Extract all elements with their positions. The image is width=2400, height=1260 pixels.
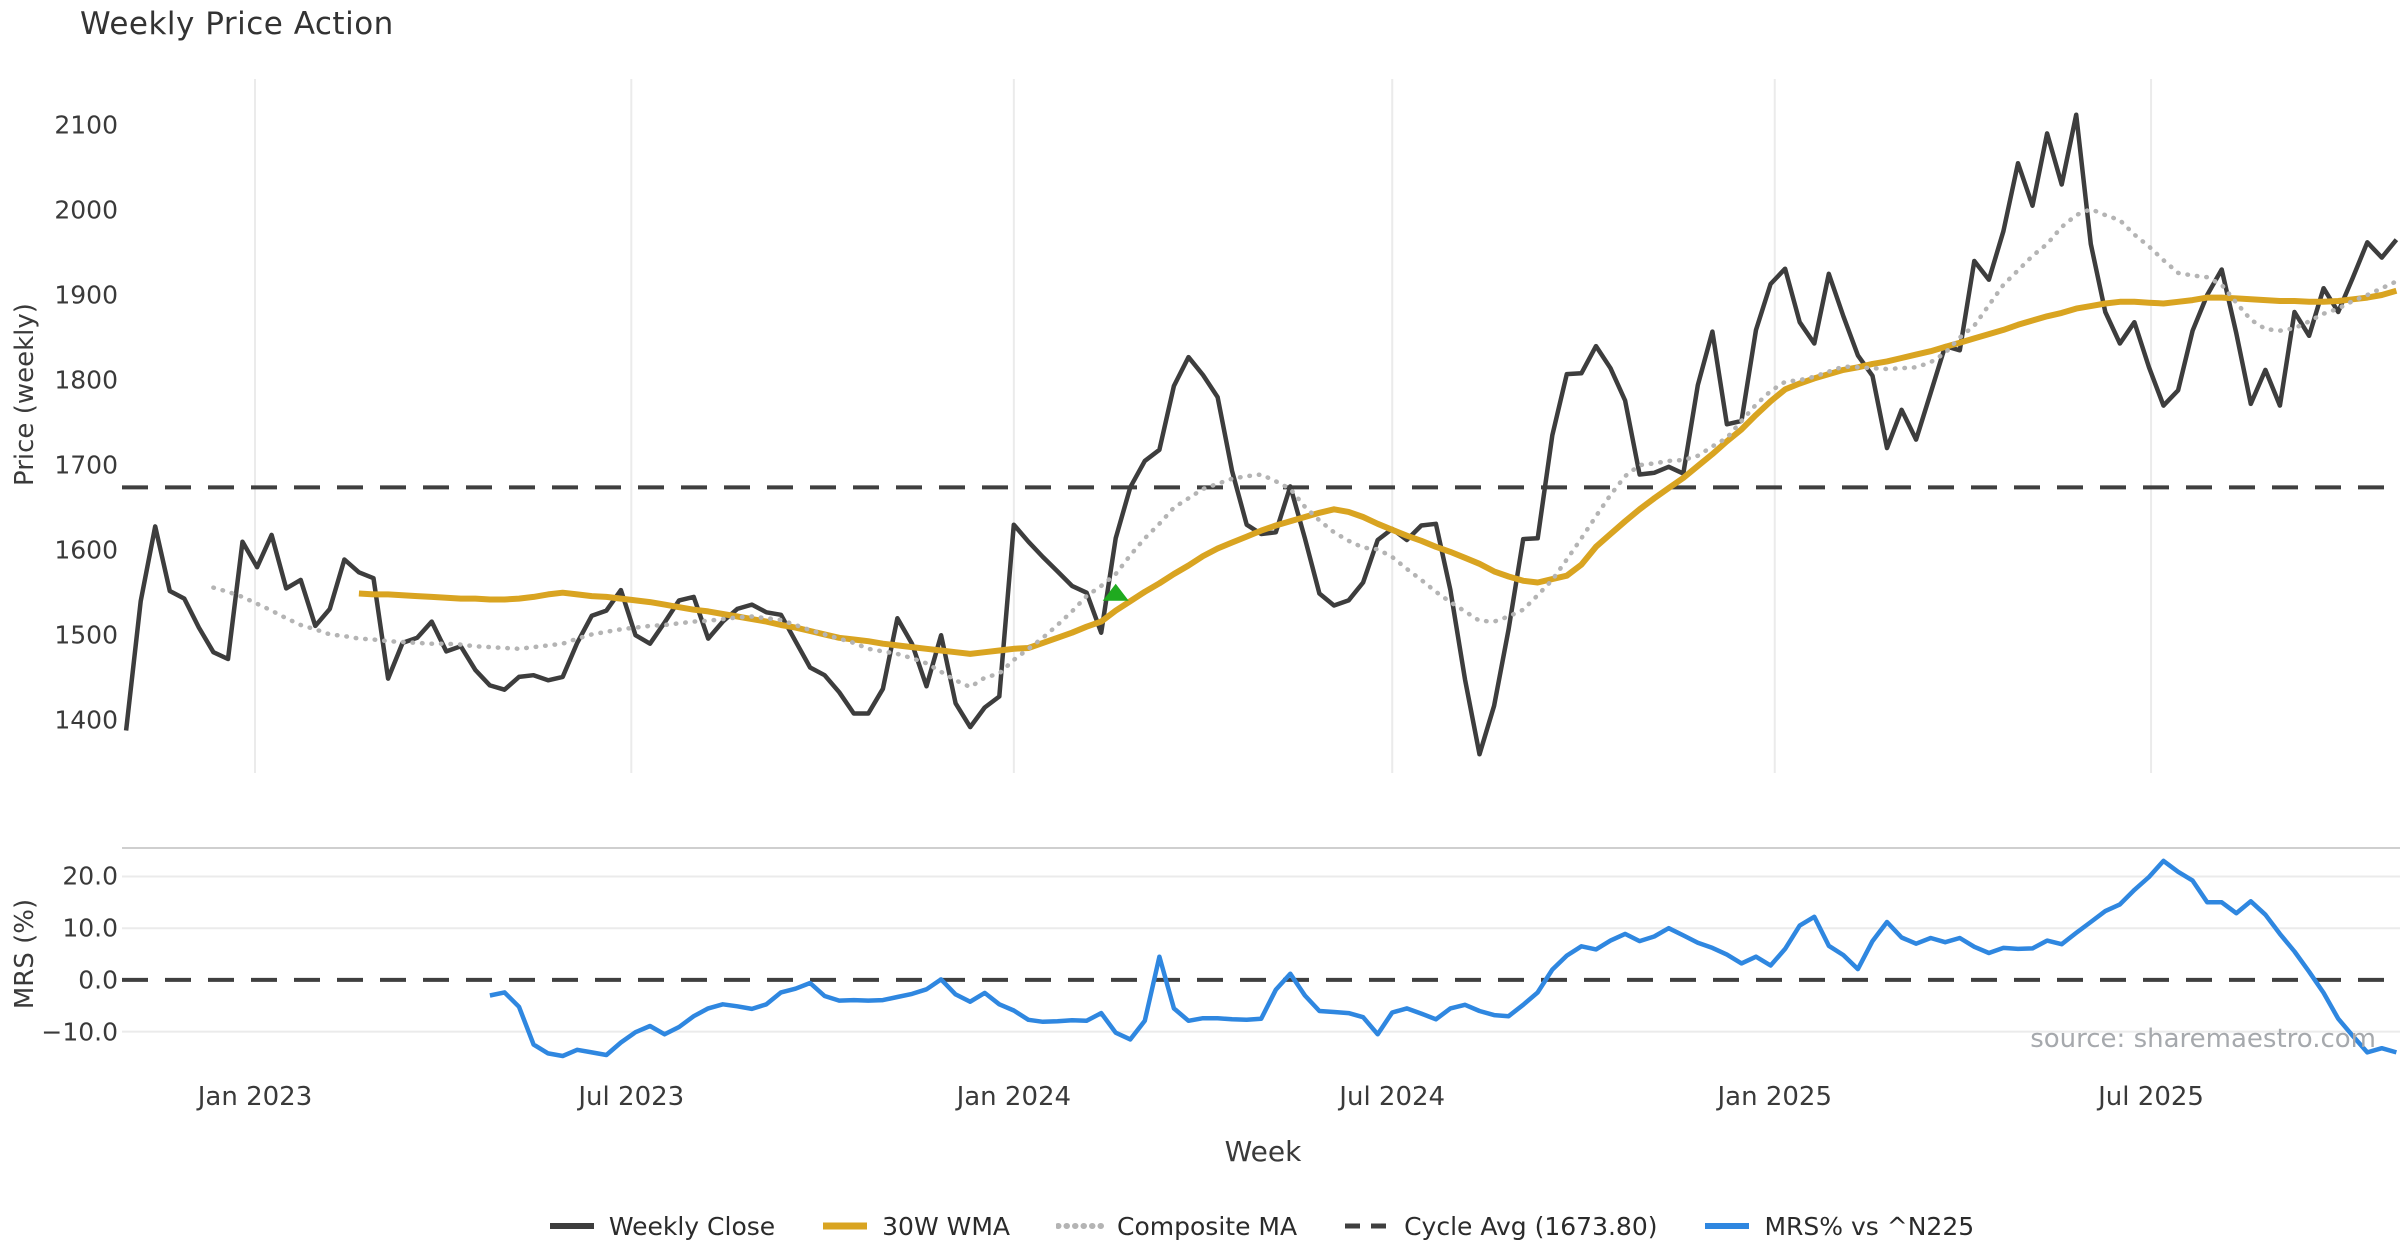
y-tick-label: 1900 xyxy=(54,280,118,310)
y-tick-label: 1500 xyxy=(54,620,118,650)
y-tick-label: 2000 xyxy=(54,195,118,225)
x-tick-label: Jul 2024 xyxy=(1339,1082,1446,1112)
source-watermark: source: sharemaestro.com xyxy=(2030,1024,2376,1054)
y-tick-label: 10.0 xyxy=(62,913,118,943)
chart-legend: Weekly Close 30W WMA Composite MA Cycle Avg… xyxy=(122,1203,2400,1249)
legend-item[interactable]: 30W WMA xyxy=(821,1212,1010,1241)
series-weekly-close xyxy=(123,112,2399,757)
legend-item[interactable]: Composite MA xyxy=(1056,1212,1297,1241)
x-tick-label: Jul 2023 xyxy=(578,1082,685,1112)
series-30w-wma xyxy=(358,287,2398,657)
x-tick-label: Jan 2024 xyxy=(956,1082,1072,1112)
week-axis-label: Week xyxy=(1224,1135,1302,1168)
legend-item[interactable]: MRS% vs ^N225 xyxy=(1703,1212,1974,1241)
legend-swatch-dotted-line-icon xyxy=(1056,1223,1105,1229)
legend-label: Composite MA xyxy=(1117,1211,1298,1241)
page-title: Weekly Price Action xyxy=(80,6,394,42)
x-tick-label: Jan 2023 xyxy=(197,1082,313,1112)
legend-label: Cycle Avg (1673.80) xyxy=(1404,1211,1658,1241)
y-tick-label: 1800 xyxy=(54,365,118,395)
legend-item[interactable]: Weekly Close xyxy=(548,1212,775,1241)
legend-swatch-solid-line-icon xyxy=(823,1222,868,1230)
series-composite-ma xyxy=(211,206,2399,690)
mrs-axis-label: MRS (%) xyxy=(10,898,40,1010)
legend-swatch-solid-line-icon xyxy=(549,1223,594,1229)
y-tick-label: 1400 xyxy=(54,705,118,735)
y-tick-label: 0.0 xyxy=(78,965,118,995)
x-tick-label: Jul 2025 xyxy=(2098,1082,2204,1112)
legend-label: 30W WMA xyxy=(882,1211,1011,1241)
legend-swatch-dashed-line-icon xyxy=(1345,1223,1390,1229)
legend-item[interactable]: Cycle Avg (1673.80) xyxy=(1343,1212,1657,1241)
y-tick-label: −10.0 xyxy=(41,1017,118,1047)
legend-label: Weekly Close xyxy=(608,1211,776,1241)
series-mrs-vs-n225 xyxy=(489,858,2398,1059)
legend-swatch-solid-line-icon xyxy=(1705,1223,1750,1229)
x-tick-label: Jan 2025 xyxy=(1717,1082,1832,1112)
y-tick-label: 2100 xyxy=(54,110,118,140)
buy-signal-triangle-icon xyxy=(1102,583,1129,601)
legend-label: MRS% vs ^N225 xyxy=(1764,1211,1975,1241)
y-tick-label: 20.0 xyxy=(62,861,118,891)
y-tick-label: 1700 xyxy=(54,450,118,480)
y-tick-label: 1600 xyxy=(54,535,118,565)
